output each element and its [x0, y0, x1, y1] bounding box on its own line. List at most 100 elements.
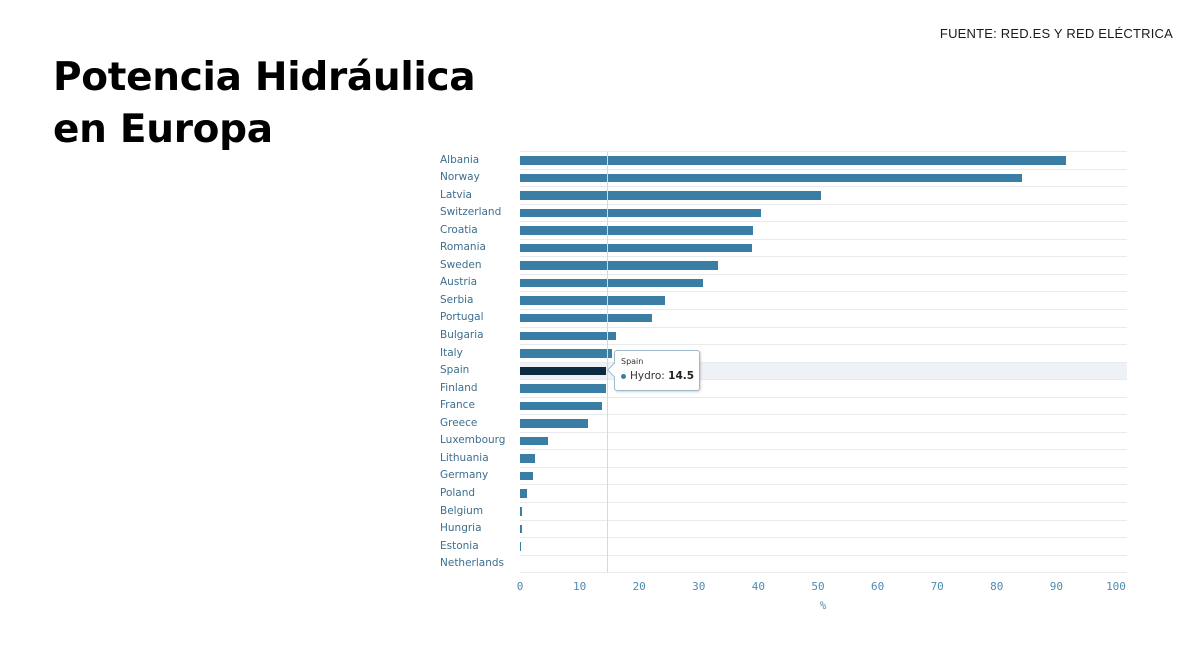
- category-label: Italy: [440, 346, 463, 359]
- category-label: Greece: [440, 416, 478, 429]
- category-label: Netherlands: [440, 557, 505, 570]
- crosshair-line: [607, 152, 608, 572]
- x-tick-label: 10: [572, 580, 587, 593]
- gridline: [520, 379, 1127, 381]
- bar-row[interactable]: Sweden: [430, 257, 1127, 275]
- category-label: Switzerland: [440, 206, 502, 219]
- tooltip-value: 14.5: [668, 370, 695, 382]
- gridline: [520, 519, 1127, 521]
- bar[interactable]: [520, 542, 522, 551]
- gridline: [520, 484, 1127, 486]
- bar-row[interactable]: Norway: [430, 169, 1127, 187]
- category-label: Poland: [440, 486, 476, 499]
- bar-row[interactable]: Poland: [430, 485, 1127, 503]
- x-tick-label: 70: [930, 580, 944, 593]
- bar[interactable]: [520, 261, 718, 270]
- bar-row[interactable]: Albania: [430, 152, 1127, 170]
- category-label: Bulgaria: [440, 329, 484, 341]
- gridline: [520, 291, 1127, 293]
- row-band: [520, 538, 1127, 556]
- bar-row[interactable]: Netherlands: [430, 555, 1127, 573]
- gridline: [520, 238, 1127, 240]
- row-band: [520, 415, 1127, 433]
- row-band: [520, 432, 1127, 450]
- x-tick-label: 30: [692, 580, 706, 593]
- x-tick-label: 50: [811, 580, 825, 593]
- gridline: [520, 203, 1127, 205]
- bar[interactable]: [520, 156, 1066, 165]
- bar[interactable]: [520, 296, 665, 305]
- x-tick-label: 20: [632, 580, 646, 593]
- bar-row[interactable]: Bulgaria: [430, 327, 1127, 345]
- bar-row[interactable]: Croatia: [430, 222, 1127, 240]
- gridline: [520, 256, 1127, 258]
- gridline: [520, 273, 1127, 275]
- bar[interactable]: [520, 436, 548, 446]
- category-label: Luxembourg: [440, 434, 506, 447]
- gridline: [520, 221, 1127, 223]
- bar[interactable]: [520, 401, 603, 411]
- gridline: [520, 414, 1127, 416]
- bar[interactable]: [520, 313, 652, 323]
- page-title: Potencia Hidráulica en Europa: [53, 55, 476, 152]
- gridline: [520, 572, 1127, 574]
- bar-row[interactable]: Belgium: [430, 503, 1127, 521]
- gridline: [520, 466, 1127, 468]
- series-dot-icon: [621, 373, 626, 379]
- bar[interactable]: [520, 226, 754, 235]
- gridline: [520, 326, 1127, 328]
- bar-row[interactable]: Luxembourg: [430, 432, 1127, 450]
- bar[interactable]: [520, 278, 703, 288]
- bar-row[interactable]: Lithuania: [430, 450, 1127, 468]
- gridline: [520, 554, 1127, 556]
- x-tick-label: 90: [1049, 580, 1064, 593]
- category-label: Germany: [440, 469, 489, 482]
- x-tick-label: 80: [990, 580, 1004, 593]
- gridline: [520, 396, 1127, 398]
- bar[interactable]: [520, 331, 616, 340]
- bar-row[interactable]: Hungria: [430, 520, 1127, 538]
- row-band: [520, 520, 1127, 538]
- category-label: Sweden: [440, 258, 482, 271]
- bar[interactable]: [520, 507, 523, 516]
- bar-row[interactable]: Finland: [430, 380, 1127, 398]
- bar[interactable]: [520, 454, 535, 463]
- bar-row[interactable]: France: [430, 397, 1127, 415]
- tooltip-series-label: Hydro:: [630, 370, 665, 382]
- category-label: Latvia: [440, 188, 472, 201]
- bar-row[interactable]: Estonia: [430, 538, 1127, 556]
- bar-row[interactable]: Austria: [430, 274, 1127, 292]
- bar[interactable]: [520, 173, 1022, 183]
- row-band: [520, 485, 1127, 503]
- bar-row[interactable]: Italy: [430, 345, 1127, 363]
- category-label: Croatia: [440, 223, 478, 236]
- bar[interactable]: [520, 349, 612, 358]
- gridline: [520, 186, 1127, 188]
- row-band: [520, 450, 1127, 468]
- bar[interactable]: [520, 191, 821, 200]
- bar[interactable]: [520, 471, 534, 481]
- bar-row[interactable]: Germany: [430, 467, 1127, 485]
- bar-row[interactable]: Portugal: [430, 309, 1127, 327]
- bar[interactable]: [520, 366, 607, 376]
- gridline: [520, 502, 1127, 503]
- bar-row[interactable]: Switzerland: [430, 204, 1127, 222]
- gridline: [520, 168, 1127, 170]
- gridline: [520, 344, 1127, 346]
- bar[interactable]: [520, 243, 752, 253]
- category-label: Belgium: [440, 504, 484, 517]
- bar-row[interactable]: Latvia: [430, 187, 1127, 205]
- bar[interactable]: [520, 524, 523, 534]
- bar-row[interactable]: Serbia: [430, 292, 1127, 310]
- bar[interactable]: [520, 419, 588, 428]
- bar[interactable]: [520, 384, 606, 393]
- bar[interactable]: [520, 208, 761, 218]
- bar-row[interactable]: Romania: [430, 239, 1127, 257]
- tooltip-title: Spain: [621, 357, 644, 366]
- x-tick-label: 100: [1106, 580, 1126, 593]
- bar[interactable]: [520, 489, 528, 498]
- bar-row[interactable]: Spain: [430, 362, 1127, 380]
- bar-row[interactable]: Greece: [430, 415, 1127, 433]
- category-label: Albania: [440, 153, 480, 166]
- category-label: Estonia: [440, 539, 479, 552]
